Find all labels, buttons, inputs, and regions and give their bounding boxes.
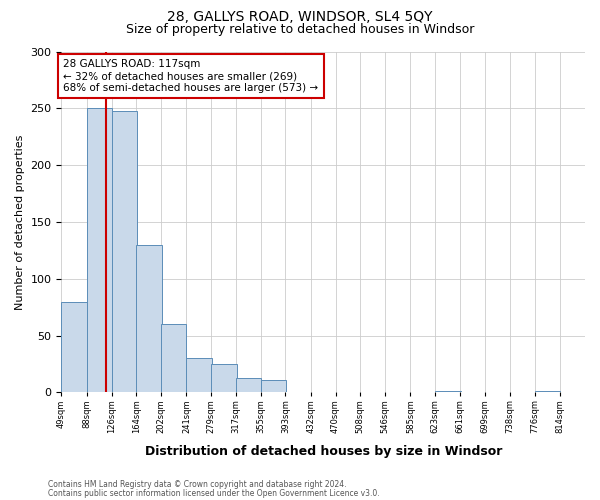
Text: 28 GALLYS ROAD: 117sqm
← 32% of detached houses are smaller (269)
68% of semi-de: 28 GALLYS ROAD: 117sqm ← 32% of detached… [64,60,319,92]
Bar [61,302,87,392]
X-axis label: Distribution of detached houses by size in Windsor: Distribution of detached houses by size … [145,444,502,458]
Bar [236,378,262,392]
Bar [211,364,236,392]
Bar [161,324,187,392]
Bar [112,110,137,392]
Text: Contains HM Land Registry data © Crown copyright and database right 2024.: Contains HM Land Registry data © Crown c… [48,480,347,489]
Bar [87,108,112,393]
Bar [187,358,212,392]
Bar [136,244,161,392]
Bar [260,380,286,392]
Text: Contains public sector information licensed under the Open Government Licence v3: Contains public sector information licen… [48,488,380,498]
Text: Size of property relative to detached houses in Windsor: Size of property relative to detached ho… [126,22,474,36]
Text: 28, GALLYS ROAD, WINDSOR, SL4 5QY: 28, GALLYS ROAD, WINDSOR, SL4 5QY [167,10,433,24]
Y-axis label: Number of detached properties: Number of detached properties [15,134,25,310]
